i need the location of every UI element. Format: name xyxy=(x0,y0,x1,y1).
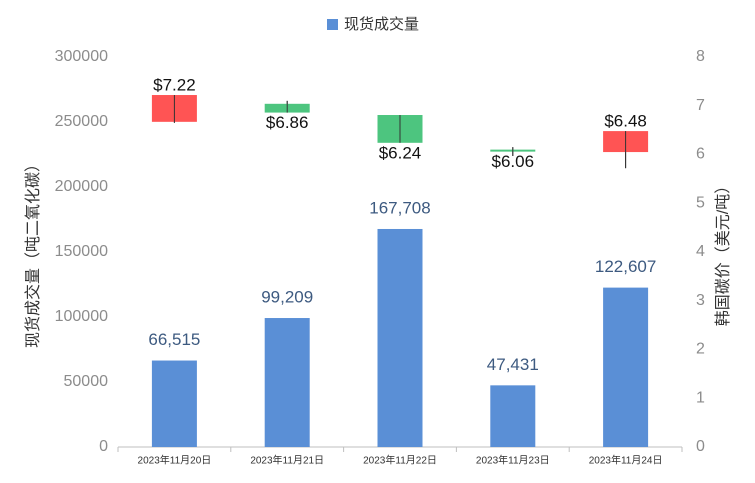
bar-value-label: 47,431 xyxy=(487,355,539,374)
y2-tick-label: 0 xyxy=(696,438,705,455)
y-tick-label: 150000 xyxy=(55,243,108,260)
y2-tick-label: 3 xyxy=(696,292,705,309)
bar-value-label: 122,607 xyxy=(595,257,656,276)
bar xyxy=(603,287,649,447)
y2-axis-title: 韩国碳价（美元/吨） xyxy=(714,178,732,326)
bar-value-label: 167,708 xyxy=(369,198,430,217)
y-tick-label: 250000 xyxy=(55,113,108,130)
x-tick-label: 2023年11月23日 xyxy=(476,454,550,467)
candle-value-label: $6.24 xyxy=(379,143,422,162)
candle-value-label: $6.86 xyxy=(266,113,309,132)
x-tick-label: 2023年11月24日 xyxy=(589,454,663,467)
y2-tick-label: 7 xyxy=(696,97,705,114)
bar xyxy=(377,228,423,447)
y-tick-label: 200000 xyxy=(55,178,108,195)
bar xyxy=(264,318,310,447)
y2-tick-label: 6 xyxy=(696,146,705,163)
legend-swatch xyxy=(327,19,338,30)
y-tick-label: 300000 xyxy=(55,48,108,65)
y-tick-label: 0 xyxy=(99,438,108,455)
bar xyxy=(490,385,536,447)
bar xyxy=(151,360,197,447)
y2-tick-label: 5 xyxy=(696,194,705,211)
legend-label: 现货成交量 xyxy=(344,15,419,33)
bar-value-label: 66,515 xyxy=(148,330,200,349)
candle-value-label: $7.22 xyxy=(153,76,196,95)
y2-tick-label: 4 xyxy=(696,243,705,260)
x-tick-label: 2023年11月22日 xyxy=(363,454,437,467)
y2-tick-label: 8 xyxy=(696,48,705,65)
candle-value-label: $6.48 xyxy=(604,112,647,131)
x-tick-label: 2023年11月20日 xyxy=(138,454,212,467)
y-axis-title: 现货成交量（吨二氧化碳） xyxy=(24,156,42,348)
x-tick-label: 2023年11月21日 xyxy=(250,454,324,467)
y2-tick-label: 2 xyxy=(696,341,705,358)
bar-value-label: 99,209 xyxy=(261,288,313,307)
y2-tick-label: 1 xyxy=(696,389,705,406)
candle-value-label: $6.06 xyxy=(492,152,535,171)
y-tick-label: 50000 xyxy=(64,373,109,390)
y-tick-label: 100000 xyxy=(55,308,108,325)
